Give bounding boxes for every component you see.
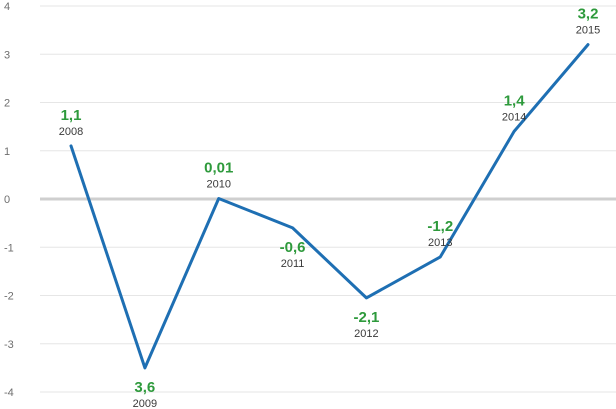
y-tick-label: 2 — [4, 98, 10, 110]
year-label: 2011 — [281, 258, 305, 270]
y-tick-label: 1 — [4, 146, 10, 158]
year-label: 2013 — [428, 237, 452, 249]
y-tick-label: 0 — [4, 194, 10, 206]
value-label: 1,4 — [504, 92, 526, 109]
value-label: 1,1 — [61, 107, 82, 124]
value-label: -1,2 — [427, 218, 453, 235]
y-tick-label: -3 — [4, 339, 14, 351]
value-label: 0,01 — [204, 160, 233, 177]
year-label: 2009 — [133, 398, 157, 409]
y-tick-label: 3 — [4, 49, 10, 61]
y-tick-label: 4 — [4, 1, 10, 13]
y-tick-label: -1 — [4, 242, 14, 254]
year-label: 2012 — [354, 328, 378, 340]
year-label: 2008 — [59, 126, 83, 138]
point-labels: 1,1 2008 3,6 2009 0,01 2010 -0,6 2011 -2,1 2012 -1… — [59, 6, 600, 409]
y-tick-label: -2 — [4, 291, 14, 303]
y-axis-ticks: 4 3 2 1 0 -1 -2 -3 -4 — [4, 1, 14, 399]
value-label: -2,1 — [353, 309, 379, 326]
value-label: 3,2 — [578, 6, 599, 23]
year-label: 2015 — [576, 25, 600, 37]
value-label: -0,6 — [280, 239, 306, 256]
value-label: 3,6 — [134, 379, 155, 396]
series-line — [69, 43, 590, 370]
y-grid — [40, 5, 616, 393]
year-label: 2010 — [206, 179, 230, 191]
year-label: 2014 — [502, 111, 526, 123]
y-tick-label: -4 — [4, 387, 14, 399]
